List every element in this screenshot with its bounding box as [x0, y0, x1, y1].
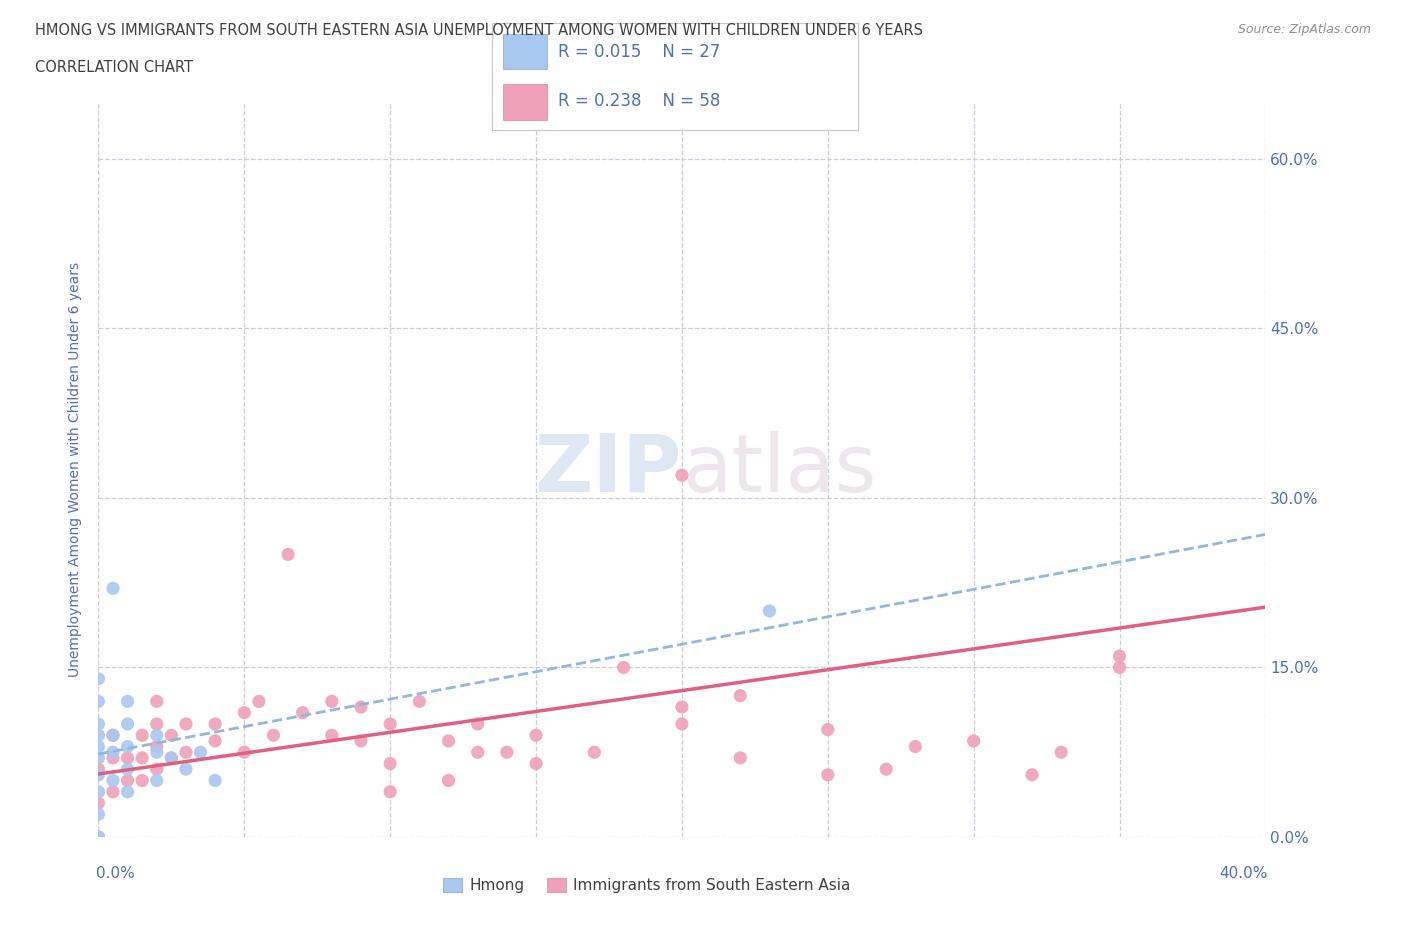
- Point: [671, 699, 693, 714]
- Bar: [503, 85, 547, 120]
- Text: ZIP: ZIP: [534, 431, 682, 509]
- Point: [131, 751, 153, 765]
- Point: [262, 728, 284, 743]
- Point: [437, 734, 460, 749]
- Point: [962, 734, 984, 749]
- Point: [87, 784, 110, 799]
- Point: [174, 716, 197, 731]
- Point: [437, 773, 460, 788]
- Point: [875, 762, 897, 777]
- Point: [174, 745, 197, 760]
- Point: [131, 773, 153, 788]
- Point: [612, 660, 634, 675]
- Point: [758, 604, 780, 618]
- Point: [101, 728, 124, 743]
- Point: [87, 767, 110, 782]
- Point: [160, 728, 183, 743]
- Legend: Hmong, Immigrants from South Eastern Asia: Hmong, Immigrants from South Eastern Asi…: [437, 871, 856, 899]
- Point: [350, 699, 373, 714]
- Point: [1050, 745, 1073, 760]
- Point: [1108, 660, 1130, 675]
- Point: [101, 581, 124, 596]
- Point: [117, 739, 139, 754]
- Y-axis label: Unemployment Among Women with Children Under 6 years: Unemployment Among Women with Children U…: [69, 262, 83, 677]
- Point: [467, 716, 489, 731]
- Point: [204, 716, 226, 731]
- Point: [190, 745, 212, 760]
- Point: [146, 694, 169, 709]
- Point: [378, 784, 402, 799]
- Point: [117, 784, 139, 799]
- Point: [101, 784, 124, 799]
- Point: [524, 728, 547, 743]
- Text: HMONG VS IMMIGRANTS FROM SOUTH EASTERN ASIA UNEMPLOYMENT AMONG WOMEN WITH CHILDR: HMONG VS IMMIGRANTS FROM SOUTH EASTERN A…: [35, 23, 924, 38]
- Point: [247, 694, 270, 709]
- Point: [671, 468, 693, 483]
- Point: [495, 745, 517, 760]
- Point: [160, 751, 183, 765]
- Point: [728, 751, 751, 765]
- Point: [87, 830, 110, 844]
- Point: [350, 734, 373, 749]
- Point: [131, 728, 153, 743]
- Point: [1108, 649, 1130, 664]
- Point: [583, 745, 606, 760]
- Point: [146, 728, 169, 743]
- Point: [117, 751, 139, 765]
- Point: [174, 762, 197, 777]
- Point: [321, 728, 343, 743]
- Point: [117, 716, 139, 731]
- Text: atlas: atlas: [682, 431, 876, 509]
- Text: Source: ZipAtlas.com: Source: ZipAtlas.com: [1237, 23, 1371, 36]
- Point: [101, 773, 124, 788]
- Bar: [503, 34, 547, 69]
- Point: [378, 716, 402, 731]
- Point: [87, 796, 110, 811]
- Point: [87, 739, 110, 754]
- Point: [233, 705, 256, 720]
- Point: [87, 716, 110, 731]
- Point: [904, 739, 927, 754]
- Point: [87, 807, 110, 822]
- Point: [277, 547, 299, 562]
- Point: [467, 745, 489, 760]
- Point: [87, 751, 110, 765]
- Point: [87, 694, 110, 709]
- Text: R = 0.015    N = 27: R = 0.015 N = 27: [558, 43, 720, 61]
- Point: [1021, 767, 1043, 782]
- Point: [204, 773, 226, 788]
- Text: CORRELATION CHART: CORRELATION CHART: [35, 60, 193, 75]
- Text: R = 0.238    N = 58: R = 0.238 N = 58: [558, 92, 720, 111]
- Point: [378, 756, 402, 771]
- Point: [101, 751, 124, 765]
- Point: [321, 694, 343, 709]
- Text: 40.0%: 40.0%: [1219, 867, 1268, 882]
- Point: [101, 745, 124, 760]
- Point: [146, 716, 169, 731]
- Point: [87, 728, 110, 743]
- Point: [87, 762, 110, 777]
- Point: [87, 830, 110, 844]
- Point: [117, 762, 139, 777]
- Point: [101, 728, 124, 743]
- Point: [524, 756, 547, 771]
- Text: 0.0%: 0.0%: [96, 867, 135, 882]
- Point: [146, 773, 169, 788]
- Point: [408, 694, 430, 709]
- Point: [160, 751, 183, 765]
- Point: [728, 688, 751, 703]
- Point: [204, 734, 226, 749]
- Point: [817, 767, 839, 782]
- Point: [233, 745, 256, 760]
- Point: [671, 716, 693, 731]
- Point: [87, 671, 110, 686]
- Point: [817, 723, 839, 737]
- Point: [146, 739, 169, 754]
- Point: [117, 694, 139, 709]
- Point: [146, 745, 169, 760]
- Point: [291, 705, 314, 720]
- Point: [117, 773, 139, 788]
- Point: [146, 762, 169, 777]
